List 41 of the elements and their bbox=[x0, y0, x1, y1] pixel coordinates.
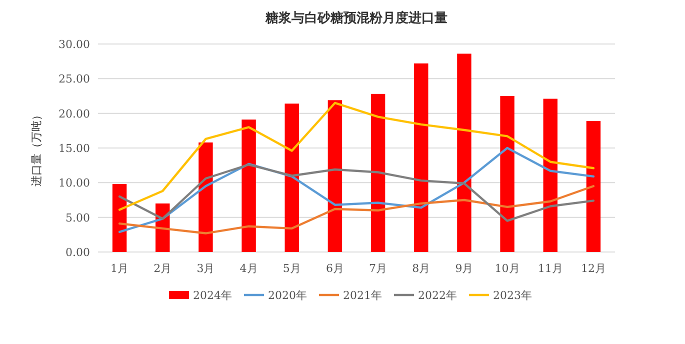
y-tick-label: 20.00 bbox=[58, 107, 90, 120]
x-tick-label: 10月 bbox=[494, 262, 520, 275]
line-series bbox=[118, 164, 595, 222]
bar bbox=[198, 142, 213, 252]
y-tick-label: 15.00 bbox=[58, 142, 90, 155]
bar bbox=[543, 98, 558, 252]
bar bbox=[414, 63, 428, 252]
legend-label: 2022年 bbox=[418, 289, 457, 302]
bar bbox=[328, 100, 342, 252]
bar bbox=[457, 54, 472, 252]
legend-label: 2021年 bbox=[343, 289, 382, 302]
y-tick-label: 0.00 bbox=[66, 246, 90, 259]
y-axis-title: 进口量（万吨） bbox=[30, 110, 43, 186]
y-tick-label: 30.00 bbox=[58, 38, 90, 51]
x-tick-label: 6月 bbox=[326, 262, 344, 275]
bar bbox=[586, 120, 601, 252]
y-tick-label: 10.00 bbox=[58, 176, 90, 190]
legend-label: 2024年 bbox=[193, 289, 232, 302]
y-tick-label: 5.00 bbox=[66, 211, 90, 224]
bar bbox=[242, 120, 256, 252]
line-series bbox=[118, 102, 595, 211]
bar bbox=[112, 184, 127, 252]
x-tick-label: 2月 bbox=[154, 262, 172, 275]
bar bbox=[370, 94, 386, 252]
bar bbox=[284, 104, 299, 252]
x-tick-label: 4月 bbox=[240, 262, 258, 275]
x-tick-label: 3月 bbox=[196, 262, 215, 275]
line-series bbox=[118, 185, 595, 234]
y-tick-label: 25.00 bbox=[58, 72, 90, 86]
x-tick-label: 5月 bbox=[282, 262, 301, 275]
x-tick-label: 11月 bbox=[538, 262, 563, 275]
bar bbox=[500, 96, 514, 252]
x-tick-label: 8月 bbox=[412, 262, 430, 275]
x-tick-label: 9月 bbox=[455, 262, 474, 275]
legend-label: 2020年 bbox=[268, 289, 307, 302]
line-series bbox=[118, 146, 595, 233]
x-tick-label: 1月 bbox=[110, 262, 129, 275]
legend-label: 2023年 bbox=[493, 289, 532, 302]
x-tick-label: 12月 bbox=[580, 262, 606, 275]
x-tick-label: 7月 bbox=[369, 262, 388, 275]
chart-title: 糖浆与白砂糖预混粉月度进口量 bbox=[264, 10, 448, 26]
